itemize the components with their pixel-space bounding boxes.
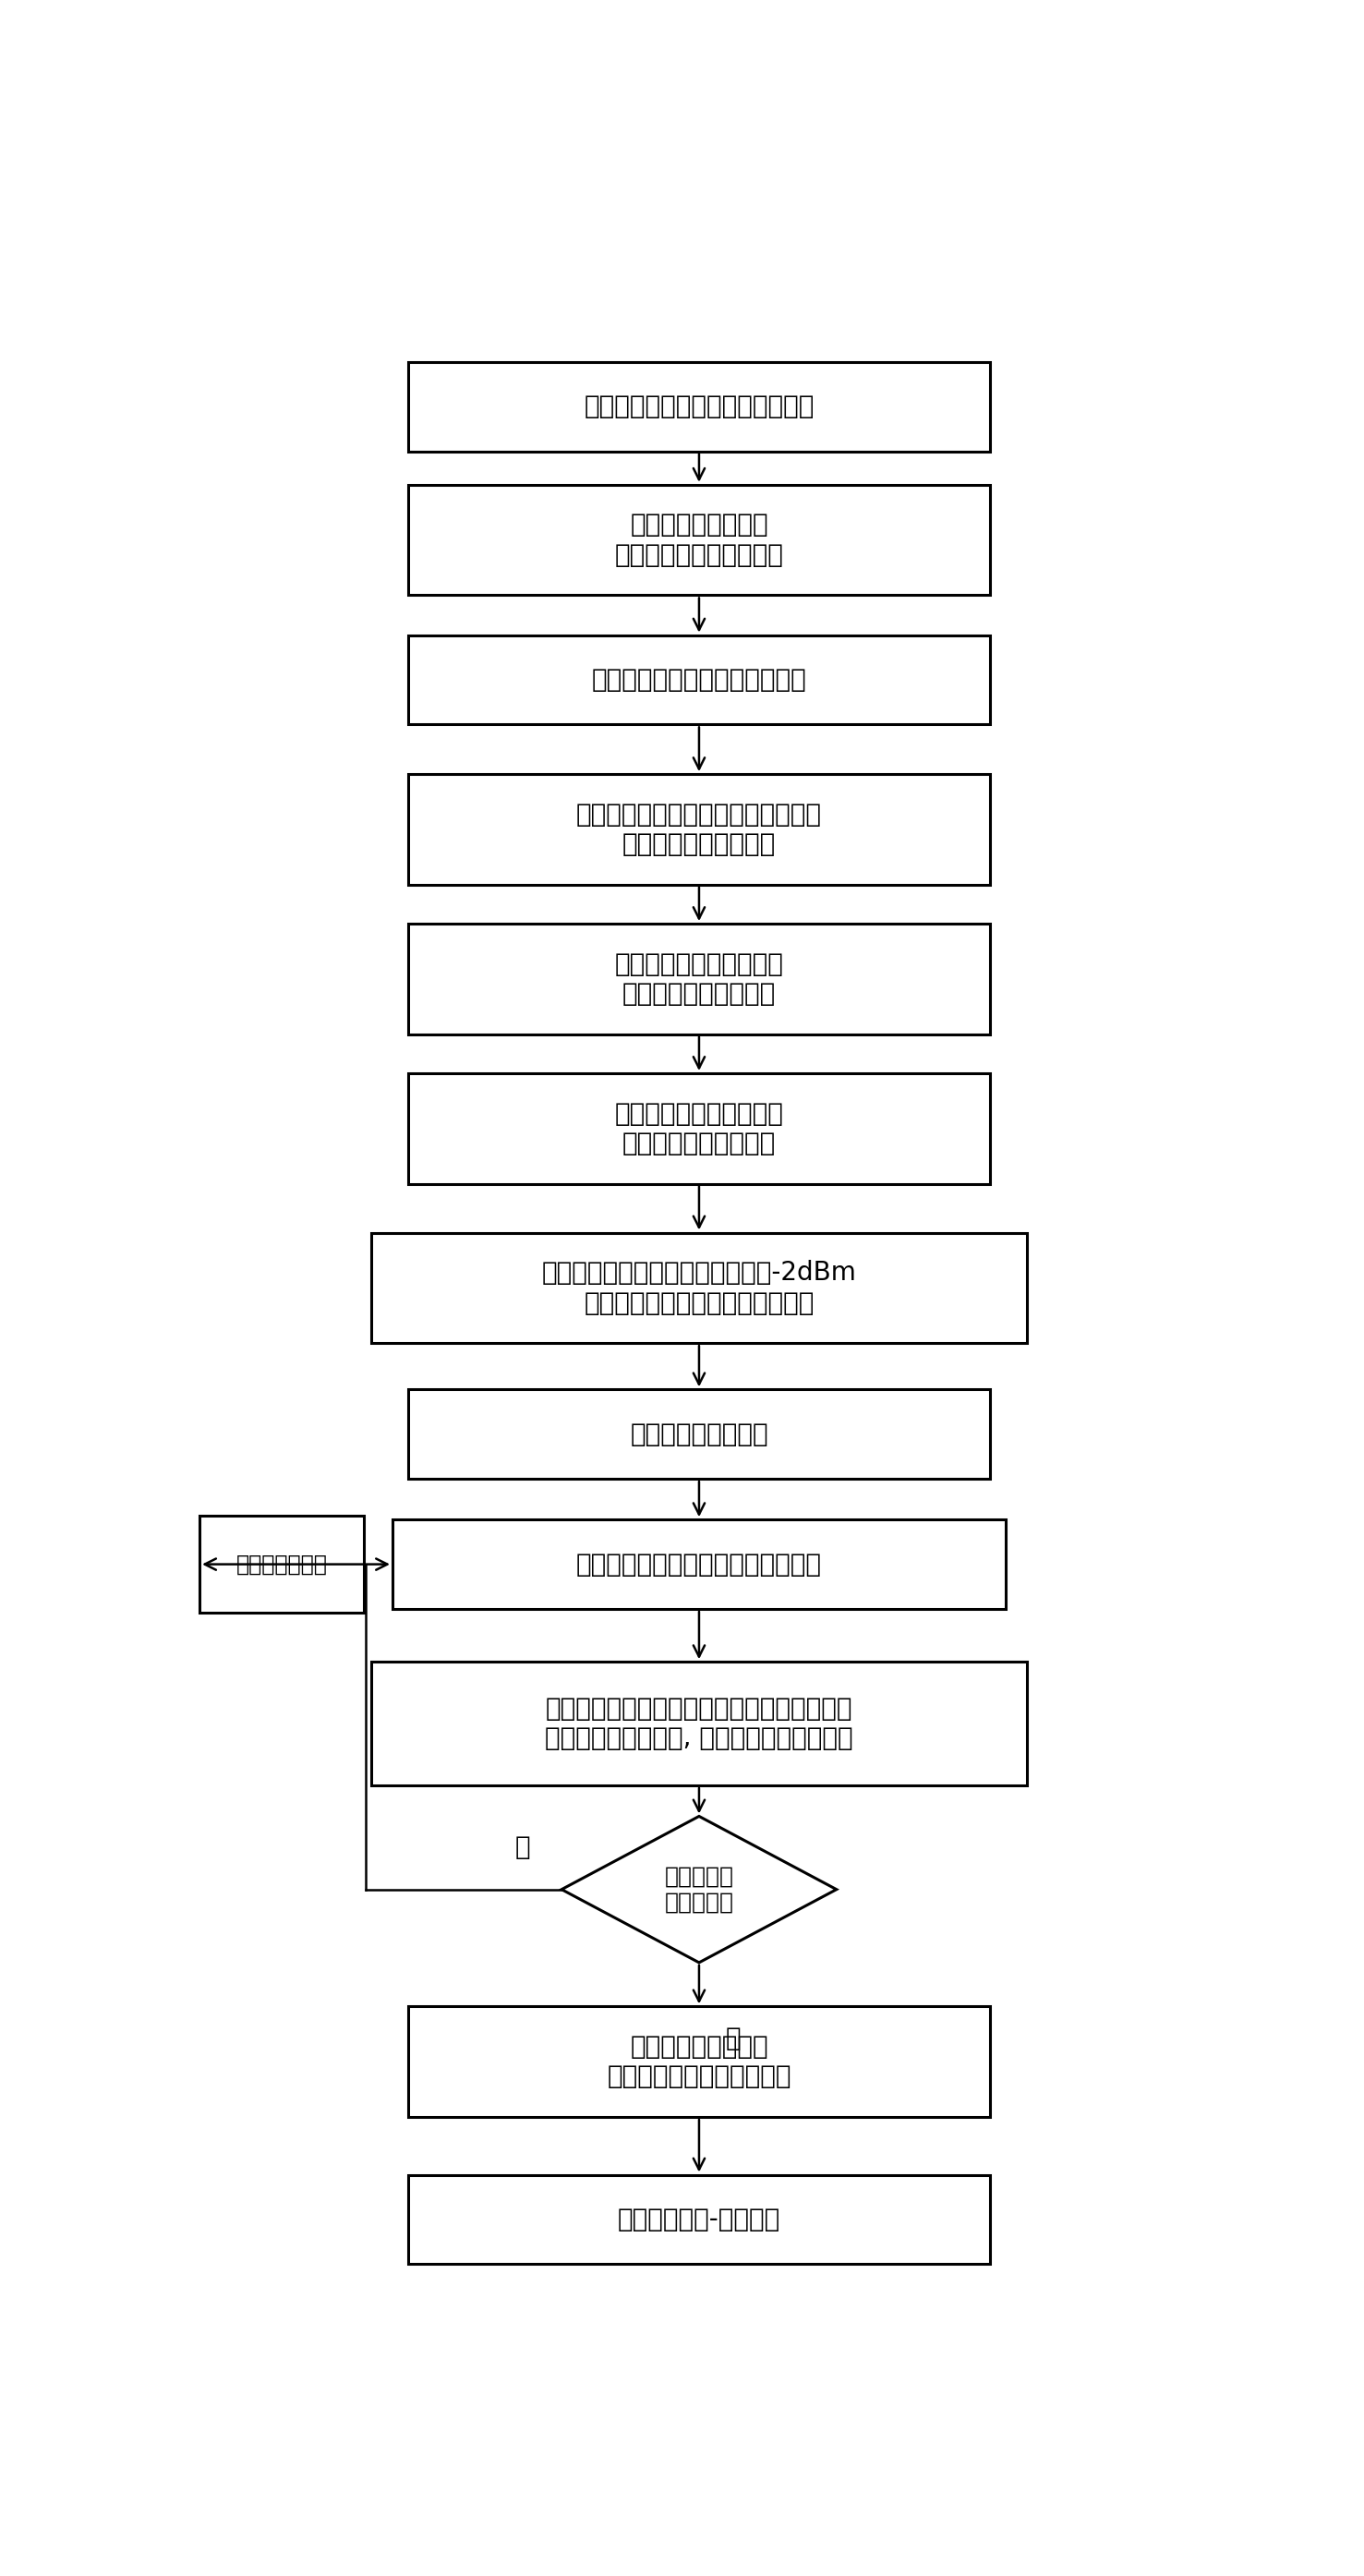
Text: 校准测试系统耦合损耗，
以数据文件存入计算机: 校准测试系统耦合损耗， 以数据文件存入计算机 bbox=[615, 951, 783, 1007]
FancyBboxPatch shape bbox=[408, 925, 990, 1033]
Text: 采集光纤场强测量仪测量的模型场强和网络分
析仪监测的入射功率, 以数据文件存入计算机: 采集光纤场强测量仪测量的模型场强和网络分 析仪监测的入射功率, 以数据文件存入计… bbox=[546, 1695, 852, 1752]
FancyBboxPatch shape bbox=[408, 2174, 990, 2264]
FancyBboxPatch shape bbox=[408, 484, 990, 595]
FancyBboxPatch shape bbox=[408, 363, 990, 451]
Text: 校准模型天线反射系数，
以数据文件存入计算机: 校准模型天线反射系数， 以数据文件存入计算机 bbox=[615, 1100, 783, 1157]
Text: 设置测试频率范围和频率点数量: 设置测试频率范围和频率点数量 bbox=[592, 667, 806, 693]
FancyBboxPatch shape bbox=[371, 1231, 1027, 1342]
FancyBboxPatch shape bbox=[408, 636, 990, 724]
Text: 按测试系统原理框图
连接测试系统各测试仪器: 按测试系统原理框图 连接测试系统各测试仪器 bbox=[615, 513, 783, 567]
Text: 将场强测试传感器固定在某一测试点: 将场强测试传感器固定在某一测试点 bbox=[576, 1551, 822, 1577]
FancyBboxPatch shape bbox=[393, 1520, 1005, 1610]
FancyBboxPatch shape bbox=[408, 775, 990, 884]
Text: 按比例制作平台和天线的缩比模型: 按比例制作平台和天线的缩比模型 bbox=[584, 394, 814, 420]
Text: 校准测试系统入射信号的传输损耗，
以数据文件存入计算机: 校准测试系统入射信号的传输损耗， 以数据文件存入计算机 bbox=[576, 801, 822, 858]
Text: 开启射频功率放大器: 开启射频功率放大器 bbox=[630, 1422, 768, 1448]
Text: 是: 是 bbox=[726, 2025, 741, 2050]
FancyBboxPatch shape bbox=[408, 2007, 990, 2117]
Text: 改变传感器位置: 改变传感器位置 bbox=[236, 1553, 327, 1577]
Polygon shape bbox=[562, 1816, 836, 1963]
FancyBboxPatch shape bbox=[199, 1515, 363, 1613]
Text: 否: 否 bbox=[514, 1834, 529, 1860]
FancyBboxPatch shape bbox=[408, 1074, 990, 1185]
Text: 设置射频网络分析仪的功率输出为-2dBm
设置接收端口为绝对功率测量状态: 设置射频网络分析仪的功率输出为-2dBm 设置接收端口为绝对功率测量状态 bbox=[542, 1260, 857, 1316]
Text: 调用数据处理模块，
计算实际天线产生辐射场强: 调用数据处理模块， 计算实际天线产生辐射场强 bbox=[607, 2035, 791, 2089]
FancyBboxPatch shape bbox=[408, 1388, 990, 1479]
FancyBboxPatch shape bbox=[371, 1662, 1027, 1785]
Text: 绘制打印场强-频率曲线: 绘制打印场强-频率曲线 bbox=[618, 2208, 780, 2233]
Text: 完成所有测
试点的测量: 完成所有测 试点的测量 bbox=[664, 1865, 734, 1914]
